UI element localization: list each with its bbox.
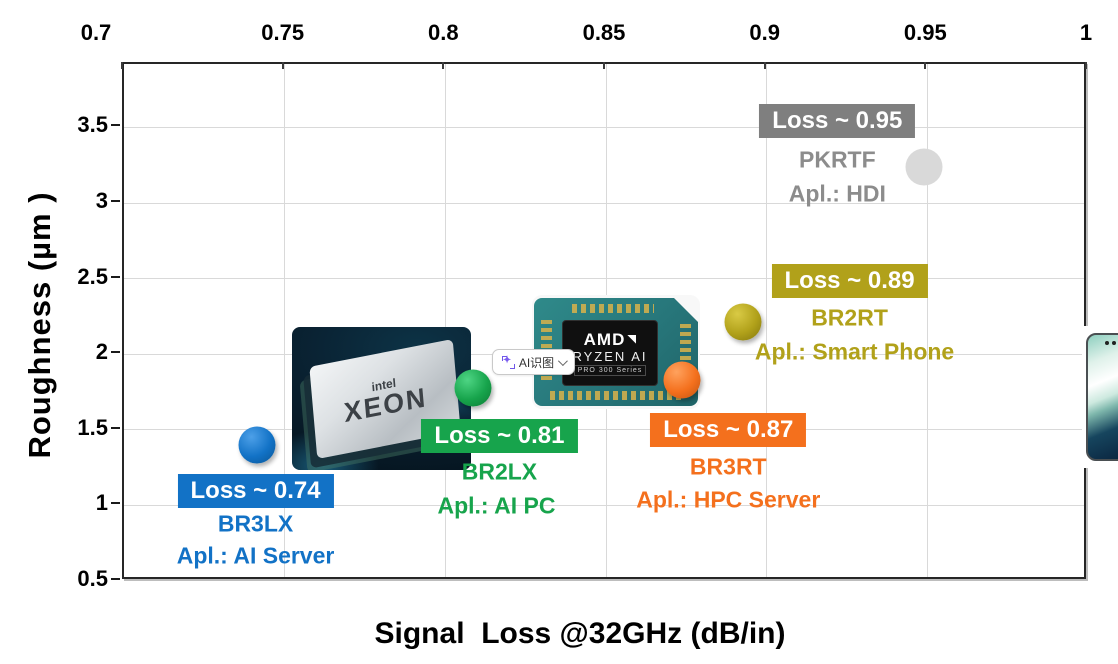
loss-badge-pkrtf: Loss ~ 0.95 [759, 103, 916, 138]
point-layer [124, 64, 1084, 577]
point-application-br2rt: Apl.: Smart Phone [754, 338, 955, 365]
y-gridline [124, 126, 1084, 128]
amd-brand-text: AMD [583, 329, 626, 349]
y-gridline [124, 429, 1084, 431]
sparkle-viewfinder-icon: ✦ [501, 354, 515, 369]
data-point-br2rt [724, 303, 762, 341]
ai-badge-label: AI识图 [518, 355, 555, 370]
ai-recognition-badge[interactable]: ✦ AI识图 [492, 349, 575, 375]
loss-badge-br3lx: Loss ~ 0.74 [177, 473, 334, 508]
x-axis-title: Signal Loss @32GHz (dB/in) [374, 617, 786, 650]
data-point-pkrtf [905, 148, 943, 186]
loss-badge-br2lx: Loss ~ 0.81 [421, 418, 578, 453]
data-point-br3rt [663, 361, 701, 399]
point-application-br2lx: Apl.: AI PC [437, 492, 556, 518]
amd-logo: AMD [584, 331, 637, 349]
amd-product-line: RYZEN AI [572, 348, 648, 364]
smartphone-camera-dots [1112, 341, 1116, 345]
point-name-pkrtf: PKRTF [798, 146, 876, 173]
point-application-pkrtf: Apl.: HDI [788, 180, 886, 207]
loss-badge-br3rt: Loss ~ 0.87 [650, 412, 807, 447]
point-name-br3lx: BR3LX [217, 510, 294, 537]
y-gridline [124, 202, 1084, 204]
amd-die: AMD RYZEN AI PRO 300 Series [562, 320, 658, 386]
loss-badge-br2rt: Loss ~ 0.89 [771, 264, 928, 298]
chevron-down-icon [558, 355, 569, 366]
point-name-br2rt: BR2RT [811, 304, 888, 331]
amd-gold-pads-top [572, 304, 654, 313]
x-gridline [284, 64, 286, 577]
point-application-br3rt: Apl.: HPC Server [636, 486, 821, 513]
x-gridline [926, 64, 928, 577]
point-name-br2lx: BR2LX [461, 458, 538, 484]
sparkle-icon: ✦ [502, 354, 512, 366]
data-point-br2lx [454, 369, 492, 406]
x-gridline [444, 64, 446, 577]
smartphone-image [1082, 326, 1118, 468]
x-gridline [766, 64, 768, 577]
y-gridline [124, 504, 1084, 506]
point-name-br3rt: BR3RT [689, 453, 767, 480]
amd-gold-pads-bottom [550, 391, 682, 400]
point-application-br3lx: Apl.: AI Server [176, 542, 335, 569]
amd-arrow-icon [627, 335, 636, 344]
amd-gold-pads-right [680, 324, 691, 380]
smartphone-front [1086, 333, 1118, 461]
y-gridline [124, 278, 1084, 280]
data-point-br3lx [238, 426, 276, 464]
